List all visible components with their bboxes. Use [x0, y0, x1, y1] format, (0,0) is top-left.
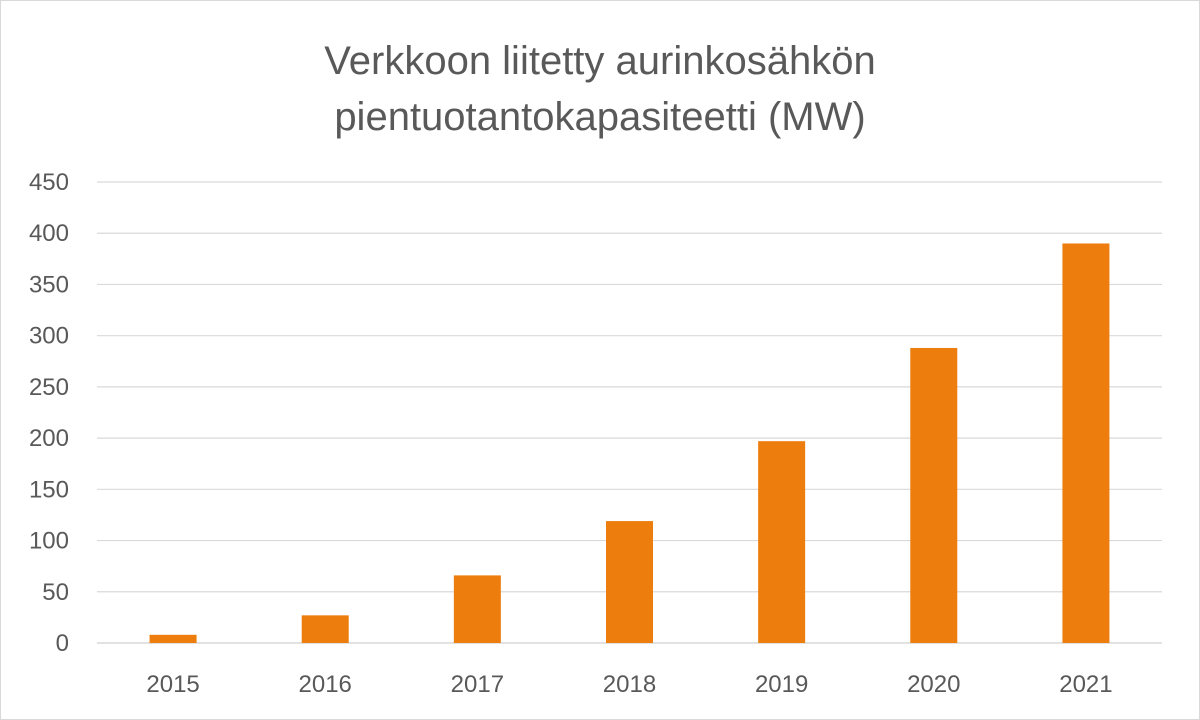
chart-title: Verkkoon liitetty aurinkosähkön pientuot… [1, 33, 1199, 145]
y-tick-label: 300 [29, 323, 69, 350]
bar-2018 [606, 521, 653, 643]
x-tick-label: 2021 [1059, 671, 1112, 698]
x-tick-label: 2019 [755, 671, 808, 698]
y-tick-label: 0 [56, 630, 69, 657]
x-tick-label: 2016 [299, 671, 352, 698]
x-tick-label: 2015 [146, 671, 199, 698]
y-tick-label: 50 [42, 579, 69, 606]
y-axis-ticks: 0 50 100 150 200 250 300 350 400 450 [29, 169, 69, 657]
bars [149, 243, 1110, 643]
y-tick-label: 200 [29, 425, 69, 452]
x-tick-label: 2017 [451, 671, 504, 698]
y-tick-label: 400 [29, 220, 69, 247]
y-tick-label: 450 [29, 169, 69, 196]
y-tick-label: 150 [29, 476, 69, 503]
gridlines [97, 181, 1162, 644]
bar-2016 [301, 615, 349, 643]
y-tick-label: 250 [29, 374, 69, 401]
bar-2020 [910, 347, 958, 643]
y-tick-label: 100 [29, 528, 69, 555]
chart-title-line-1: Verkkoon liitetty aurinkosähkön [324, 39, 876, 83]
bar-2017 [453, 575, 501, 643]
x-tick-label: 2018 [603, 671, 656, 698]
bar-2021 [1062, 243, 1110, 643]
x-axis-ticks: 2015 2016 2017 2018 2019 2020 2021 [146, 671, 1112, 698]
x-tick-label: 2020 [907, 671, 960, 698]
bar-2019 [758, 441, 806, 643]
y-tick-label: 350 [29, 271, 69, 298]
bar-2015 [149, 634, 197, 643]
chart-title-line-2: pientuotantokapasiteetti (MW) [334, 95, 866, 139]
